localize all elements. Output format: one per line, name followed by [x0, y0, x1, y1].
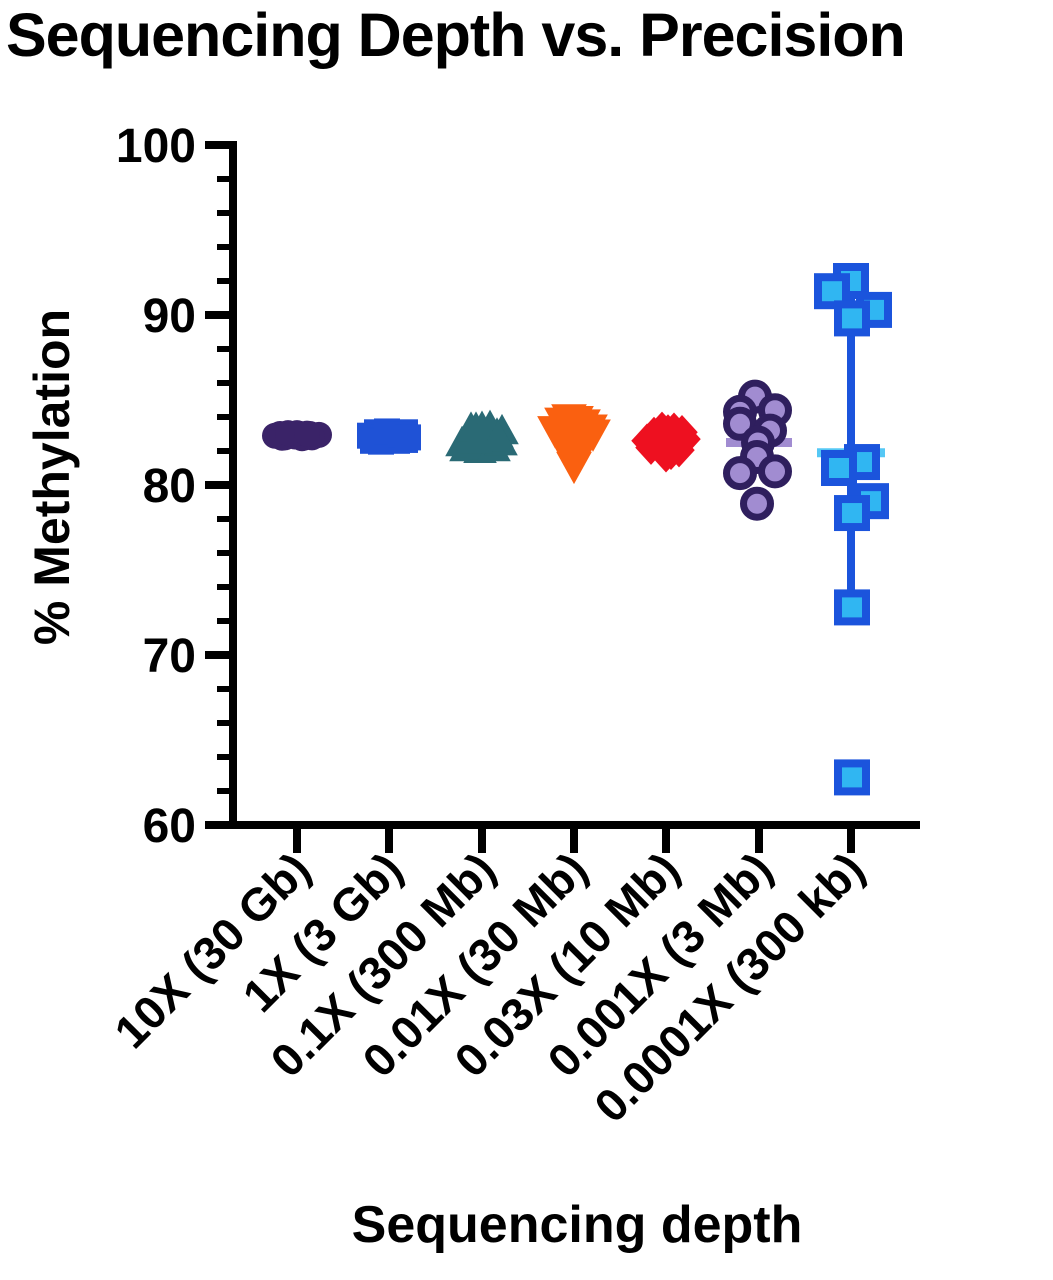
data-point [834, 300, 870, 337]
data-point [395, 424, 421, 451]
data-point [481, 420, 515, 452]
y-tick-label: 100 [116, 120, 196, 173]
data-point [460, 423, 494, 454]
data-point [275, 420, 301, 447]
data-point [814, 273, 850, 310]
data-point [655, 435, 687, 470]
x-axis-title: Sequencing depth [351, 1196, 803, 1254]
y-tick-label: 90 [143, 290, 196, 343]
data-point [821, 450, 857, 486]
data-point [834, 759, 870, 796]
data-point [834, 495, 870, 532]
data-point [758, 454, 792, 489]
chart-title: Sequencing Depth vs. Precision [6, 1, 906, 69]
y-tick-label: 80 [143, 460, 196, 513]
y-tick-label: 60 [143, 800, 196, 853]
y-tick-label: 70 [143, 630, 196, 683]
data-point [556, 451, 592, 485]
data-point [723, 456, 757, 491]
data-point [740, 486, 774, 521]
data-point [294, 420, 320, 447]
data-point [834, 589, 870, 626]
